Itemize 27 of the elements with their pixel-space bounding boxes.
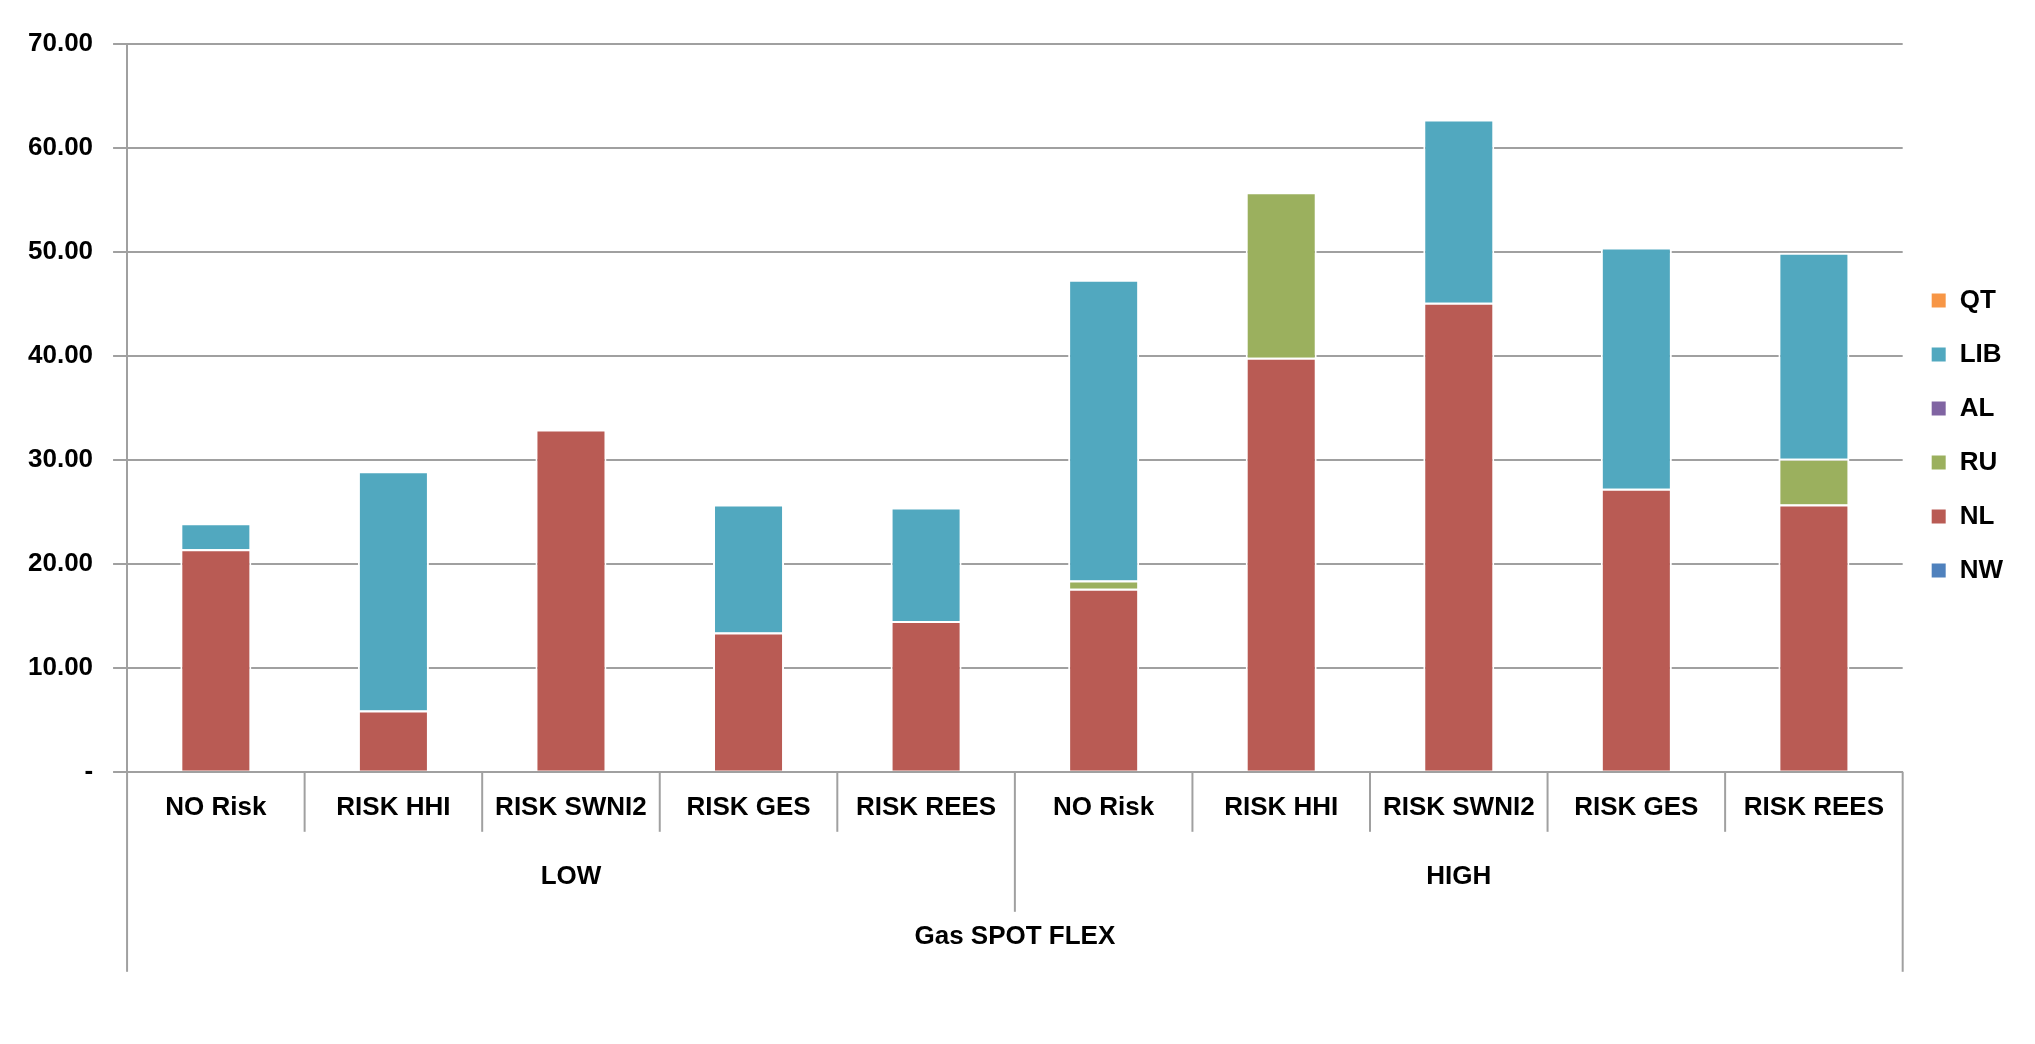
x-tick-label: RISK GES bbox=[1574, 790, 1699, 821]
legend-label: QT bbox=[1959, 283, 1996, 314]
x-tick-label: RISK REES bbox=[856, 790, 997, 821]
legend-label: AL bbox=[1959, 391, 1995, 422]
x-tick-label: RISK SWNI2 bbox=[1382, 790, 1535, 821]
text: LOW bbox=[540, 859, 602, 890]
y-tick-label: 50.00 bbox=[27, 234, 94, 265]
x-tick-label: RISK HHI bbox=[336, 790, 451, 821]
x-tick-label: RISK SWNI2 bbox=[495, 790, 647, 821]
x-tick-label: RISK HHI bbox=[1224, 790, 1339, 821]
x-tick-label: RISK GES bbox=[686, 790, 811, 821]
y-tick-label: 40.00 bbox=[27, 338, 94, 369]
legend-label: NL bbox=[1959, 499, 1995, 530]
x-tick-label: NO Risk bbox=[1053, 790, 1155, 821]
text: HIGH bbox=[1426, 859, 1492, 890]
y-tick-label: 20.00 bbox=[27, 546, 94, 577]
x-tick-label: RISK REES bbox=[1743, 790, 1884, 821]
legend-label: RU bbox=[1959, 445, 1998, 476]
legend-label: LIB bbox=[1959, 337, 2002, 368]
y-tick-label: 70.00 bbox=[27, 26, 94, 57]
y-tick-label: - bbox=[84, 754, 94, 785]
y-tick-label: 30.00 bbox=[27, 442, 94, 473]
legend-label: NW bbox=[1959, 553, 2004, 584]
x-tick-label: NO Risk bbox=[165, 790, 267, 821]
y-tick-label: 10.00 bbox=[27, 650, 94, 681]
x-axis-title: Gas SPOT FLEX bbox=[914, 919, 1116, 950]
y-tick-label: 60.00 bbox=[27, 130, 94, 161]
